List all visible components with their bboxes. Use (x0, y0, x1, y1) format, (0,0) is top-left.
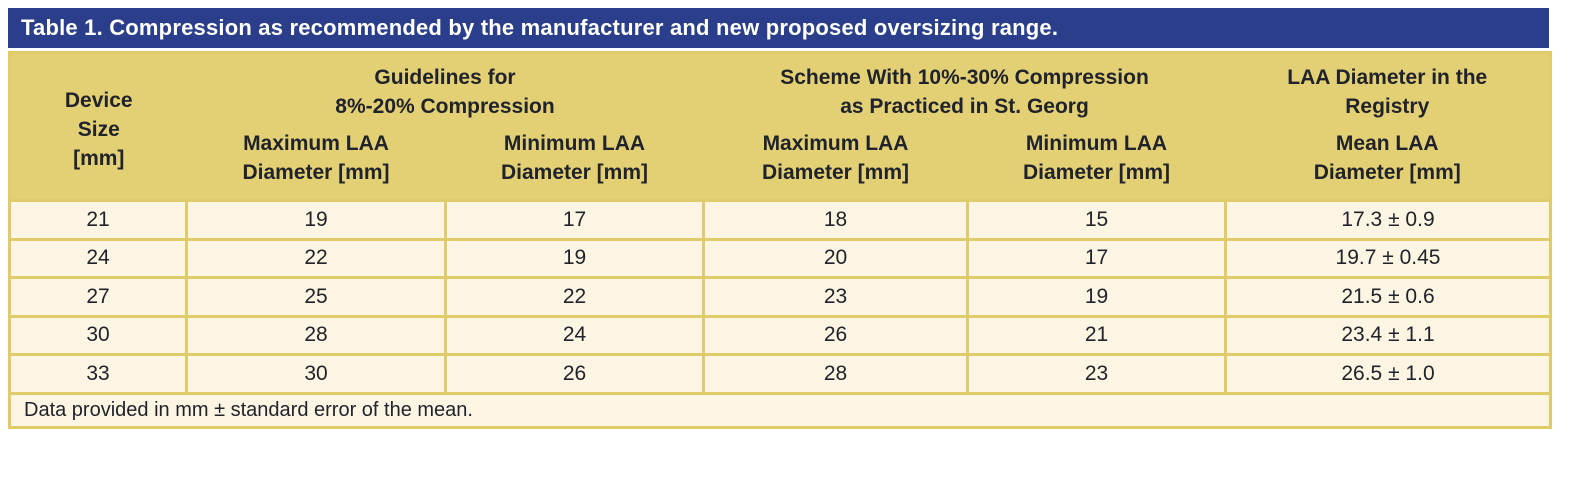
header-sub-row: Maximum LAA Diameter [mm] Minimum LAA Di… (10, 124, 1551, 201)
cell-device-size: 21 (8, 199, 188, 241)
cell-stgeorg-min: 21 (966, 314, 1227, 356)
cell-guidelines-min: 22 (444, 276, 705, 318)
cell-guidelines-max: 25 (185, 276, 447, 318)
table-row: 33 30 26 28 23 26.5 ± 1.0 (8, 353, 1552, 395)
table-body: 21 19 17 18 15 17.3 ± 0.9 24 22 19 20 17… (8, 199, 1552, 395)
col-group-st-georg: Scheme With 10%-30% Compression as Pract… (703, 52, 1226, 125)
table-footnote: Data provided in mm ± standard error of … (8, 391, 1552, 429)
col-group-registry: LAA Diameter in the Registry (1225, 52, 1551, 125)
table-title: Table 1. Compression as recommended by t… (21, 15, 1059, 40)
col-header-stgeorg-max-laa: Maximum LAA Diameter [mm] (703, 124, 968, 201)
cell-registry-mean: 26.5 ± 1.0 (1224, 353, 1552, 395)
cell-registry-mean: 21.5 ± 0.6 (1224, 276, 1552, 318)
cell-device-size: 30 (8, 314, 188, 356)
cell-guidelines-max: 30 (185, 353, 447, 395)
table-row: 21 19 17 18 15 17.3 ± 0.9 (8, 199, 1552, 241)
cell-device-size: 24 (8, 237, 188, 279)
cell-stgeorg-min: 19 (966, 276, 1227, 318)
table-container: Table 1. Compression as recommended by t… (8, 8, 1552, 429)
header-group-row: Device Size [mm] Guidelines for 8%-20% C… (9, 52, 1551, 201)
compression-table: Device Size [mm] Guidelines for 8%-20% C… (8, 51, 1552, 429)
cell-stgeorg-min: 15 (966, 199, 1227, 241)
cell-registry-mean: 23.4 ± 1.1 (1224, 314, 1552, 356)
col-header-guidelines-max-laa: Maximum LAA Diameter [mm] (186, 124, 446, 201)
col-group-guidelines: Guidelines for 8%-20% Compression (186, 52, 704, 125)
cell-guidelines-max: 22 (185, 237, 447, 279)
table-row: 27 25 22 23 19 21.5 ± 0.6 (8, 276, 1552, 318)
cell-guidelines-max: 28 (185, 314, 447, 356)
col-header-stgeorg-min-laa: Minimum LAA Diameter [mm] (967, 124, 1226, 201)
table-header: Device Size [mm] Guidelines for 8%-20% C… (9, 52, 1551, 201)
cell-stgeorg-max: 18 (702, 199, 969, 241)
col-header-guidelines-min-laa: Minimum LAA Diameter [mm] (445, 124, 704, 201)
cell-guidelines-min: 26 (444, 353, 705, 395)
cell-guidelines-min: 17 (444, 199, 705, 241)
cell-stgeorg-min: 23 (966, 353, 1227, 395)
cell-guidelines-min: 24 (444, 314, 705, 356)
table-row: 24 22 19 20 17 19.7 ± 0.45 (8, 237, 1552, 279)
cell-device-size: 27 (8, 276, 188, 318)
col-header-registry-mean-laa: Mean LAA Diameter [mm] (1225, 124, 1551, 201)
cell-stgeorg-min: 17 (966, 237, 1227, 279)
cell-guidelines-min: 19 (444, 237, 705, 279)
cell-stgeorg-max: 23 (702, 276, 969, 318)
col-header-device-size: Device Size [mm] (9, 52, 187, 201)
footnote-row: Data provided in mm ± standard error of … (8, 391, 1552, 429)
cell-stgeorg-max: 28 (702, 353, 969, 395)
cell-device-size: 33 (8, 353, 188, 395)
cell-registry-mean: 17.3 ± 0.9 (1224, 199, 1552, 241)
cell-guidelines-max: 19 (185, 199, 447, 241)
table-title-bar: Table 1. Compression as recommended by t… (8, 8, 1549, 48)
cell-stgeorg-max: 26 (702, 314, 969, 356)
cell-registry-mean: 19.7 ± 0.45 (1224, 237, 1552, 279)
cell-stgeorg-max: 20 (702, 237, 969, 279)
table-footer: Data provided in mm ± standard error of … (8, 391, 1552, 429)
table-row: 30 28 24 26 21 23.4 ± 1.1 (8, 314, 1552, 356)
